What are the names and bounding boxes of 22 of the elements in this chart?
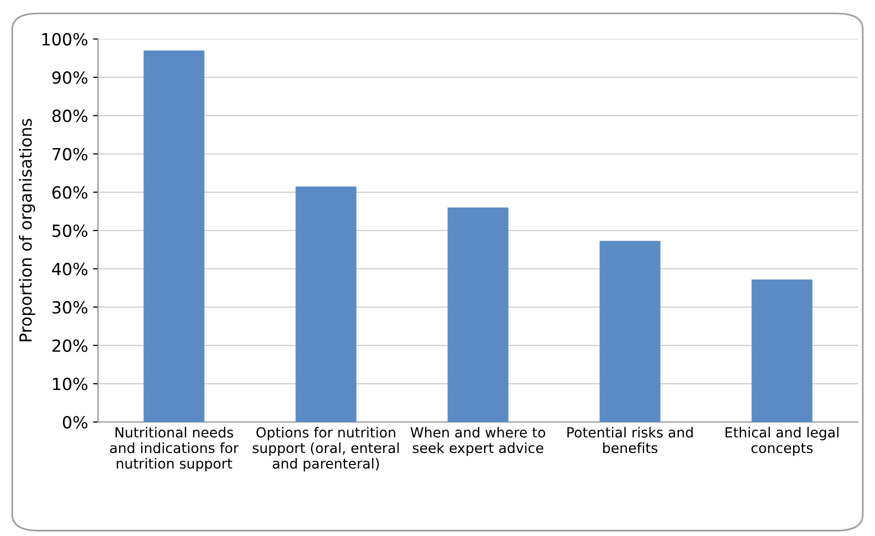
y-tick-label: 70% (52, 148, 88, 160)
bar (296, 186, 356, 422)
x-tick-label: Potential risks and benefits (567, 426, 693, 454)
y-tick-label: 60% (52, 186, 88, 199)
x-tick-label: Options for nutrition support (oral, enteral and parenteral) (252, 426, 399, 472)
y-axis-title: Proportion of organisations (18, 118, 36, 342)
y-tick-label: 0% (62, 416, 88, 429)
y-tick-label: 40% (52, 262, 88, 276)
x-tick-label: When and where to seek expert advice (410, 426, 546, 456)
y-tick-label: 90% (52, 71, 88, 84)
bar (448, 208, 508, 422)
bar (752, 280, 812, 422)
bar (144, 50, 204, 422)
x-tick-label: Nutritional needs and indications for nutrition support (110, 426, 239, 472)
y-tick-label: 100% (42, 32, 88, 46)
bar (600, 240, 660, 422)
y-tick-label: 20% (52, 339, 88, 352)
y-tick-label: 80% (52, 110, 88, 122)
y-tick-label: 10% (53, 378, 88, 390)
y-tick-label: 30% (52, 301, 88, 314)
x-tick-label: Ethical and legal concepts (726, 426, 838, 456)
y-tick-label: 50% (52, 224, 88, 238)
